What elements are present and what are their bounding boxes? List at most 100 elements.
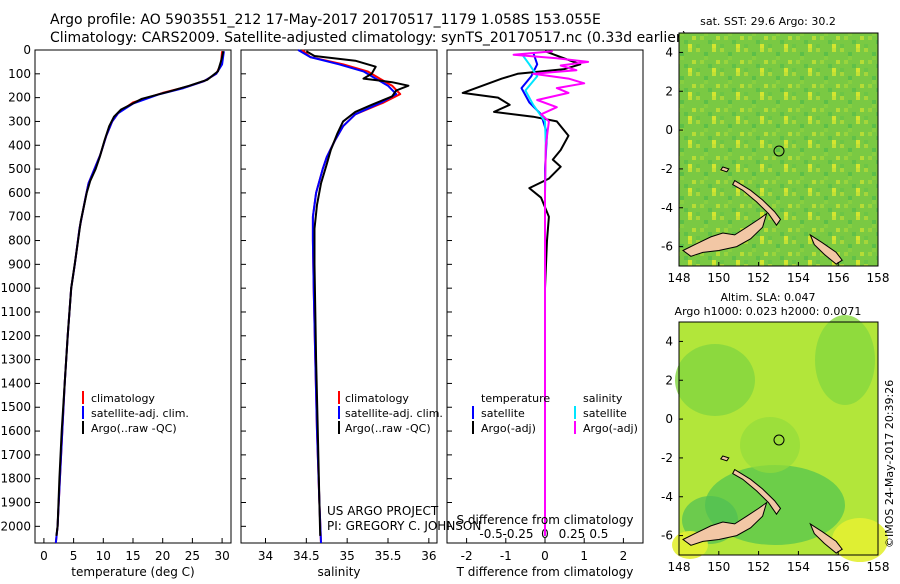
map-y-tick-label: -4: [661, 490, 673, 504]
map-x-tick-label: 158: [867, 271, 890, 285]
x-tick-label-salinity: -0.25: [503, 527, 534, 541]
salinity-axes: 34 34.5 35 35.5 36: [241, 49, 436, 563]
difference-xlabel-s: S difference from climatology: [457, 513, 634, 527]
legend-label-s-satellite: satellite: [583, 407, 627, 420]
temperature-legend: climatology satellite-adj. clim. Argo(..…: [82, 391, 189, 435]
y-tick-label: 200: [8, 91, 31, 105]
y-tick-label: 0: [23, 43, 31, 57]
difference-series: [461, 50, 590, 536]
figure-title-line2: Climatology: CARS2009. Satellite-adjuste…: [50, 30, 687, 46]
series-line-climatology: [54, 51, 224, 544]
map-x-tick-label: 148: [668, 271, 691, 285]
y-tick-label: 1400: [0, 376, 31, 390]
x-tick-label-salinity: 0.5: [589, 527, 608, 541]
map-y-tick-label: 2: [665, 84, 673, 98]
y-tick-label: 100: [8, 67, 31, 81]
y-tick-label: 400: [8, 138, 31, 152]
salinity-plot-frame: [240, 49, 438, 544]
sla-argo-position-marker: [773, 434, 785, 446]
map-x-tick-label: 152: [747, 271, 770, 285]
land-small-island: [720, 166, 730, 173]
sla-map-frame: [678, 321, 879, 556]
sst-map: [679, 33, 878, 266]
x-tick-label: 20: [155, 549, 170, 563]
series-line-t-satellite: [520, 52, 548, 536]
series-line-argo-raw-qc-: [55, 50, 225, 537]
y-tick-label: 1200: [0, 329, 31, 343]
map-y-tick-label: -2: [661, 451, 673, 465]
salinity-xlabel: salinity: [317, 565, 360, 579]
x-tick-label-salinity: 0.25: [559, 527, 586, 541]
legend-label-t-satellite: satellite: [481, 407, 525, 420]
x-tick-label-salinity: -0.5: [479, 527, 502, 541]
map-x-tick-label: 150: [707, 560, 730, 574]
x-tick-label: 34: [258, 549, 273, 563]
x-tick-label: 0: [541, 549, 549, 563]
y-tick-label: 700: [8, 210, 31, 224]
x-tick-label: 10: [96, 549, 111, 563]
land-new-britain: [682, 212, 768, 257]
x-tick-label: 5: [70, 549, 78, 563]
difference-xlabel-t: T difference from climatology: [456, 565, 634, 579]
difference-legend: temperature salinity satellite Argo(-adj…: [472, 392, 638, 435]
difference-axes: -2 -1 0 1 2-0.5 -0.25 0 0.25 0.5: [447, 49, 627, 563]
y-tick-label: 1500: [0, 400, 31, 414]
y-tick-label: 1300: [0, 353, 31, 367]
legend-label-satellite: satellite-adj. clim.: [91, 407, 189, 420]
x-tick-label: -1: [500, 549, 512, 563]
sla-map: [672, 315, 888, 562]
map-y-tick-label: -6: [661, 240, 673, 254]
legend-label-argo: Argo(..raw -QC): [91, 422, 177, 435]
y-tick-label: 2000: [0, 519, 31, 533]
imos-watermark: ©IMOS 24-May-2017 20:39:26: [883, 380, 896, 548]
map-x-tick-label: 154: [787, 560, 810, 574]
y-tick-label: 300: [8, 114, 31, 128]
land-small-island: [720, 455, 730, 462]
y-tick-label: 500: [8, 162, 31, 176]
temperature-plot-frame: [34, 49, 232, 544]
sst-map-frame: [678, 32, 879, 267]
map-y-tick-label: 2: [665, 373, 673, 387]
map-y-tick-label: 0: [665, 123, 673, 137]
legend-label-s-argo: Argo(-adj): [583, 422, 638, 435]
map-y-tick-label: 0: [665, 412, 673, 426]
sla-map-title-2: Argo h1000: 0.023 h2000: 0.0071: [675, 305, 862, 318]
map-x-tick-label: 150: [707, 271, 730, 285]
map-x-tick-label: 152: [747, 560, 770, 574]
map-y-tick-label: 4: [665, 334, 673, 348]
series-line-climatology: [301, 49, 402, 544]
y-tick-label: 1600: [0, 424, 31, 438]
y-tick-label: 1700: [0, 448, 31, 462]
series-line-argo-raw-qc-: [305, 50, 410, 536]
credit-line2: PI: GREGORY C. JOHNSON: [327, 519, 481, 533]
sla-map-land: [682, 455, 843, 554]
land-new-ireland: [732, 179, 782, 227]
x-tick-label: 35: [340, 549, 355, 563]
y-tick-label: 1900: [0, 496, 31, 510]
temperature-series: [54, 50, 225, 544]
y-tick-label: 1100: [0, 305, 31, 319]
x-tick-label: 36: [421, 549, 436, 563]
figure-title-line1: Argo profile: AO 5903551_212 17-May-2017…: [50, 12, 601, 28]
x-tick-label: 35.5: [375, 549, 402, 563]
y-tick-label: 1800: [0, 472, 31, 486]
land-bougainville: [809, 233, 843, 265]
x-tick-label: 1: [580, 549, 588, 563]
series-line-t-argo-adj-: [461, 50, 582, 536]
salinity-series: [297, 49, 410, 544]
y-tick-label: 1000: [0, 281, 31, 295]
land-new-britain: [682, 501, 768, 546]
map-x-tick-label: 154: [787, 271, 810, 285]
map-x-tick-label: 156: [827, 271, 850, 285]
map-x-tick-label: 156: [827, 560, 850, 574]
legend-label-climatology: climatology: [91, 392, 155, 405]
sst-argo-position-marker: [773, 145, 785, 157]
credit-line1: US ARGO PROJECT: [327, 504, 439, 518]
sst-map-axes: 148 150 152 154 156 158 4 2 0 -2 -4 -6: [661, 45, 889, 285]
x-tick-label: 30: [214, 549, 229, 563]
legend-title-temperature: temperature: [481, 392, 550, 405]
sst-map-title: sat. SST: 29.6 Argo: 30.2: [700, 15, 836, 28]
series-line-satellite-adj-clim-: [54, 51, 225, 544]
land-bougainville: [809, 522, 843, 554]
salinity-legend: climatology satellite-adj. clim. Argo(..…: [338, 391, 443, 435]
